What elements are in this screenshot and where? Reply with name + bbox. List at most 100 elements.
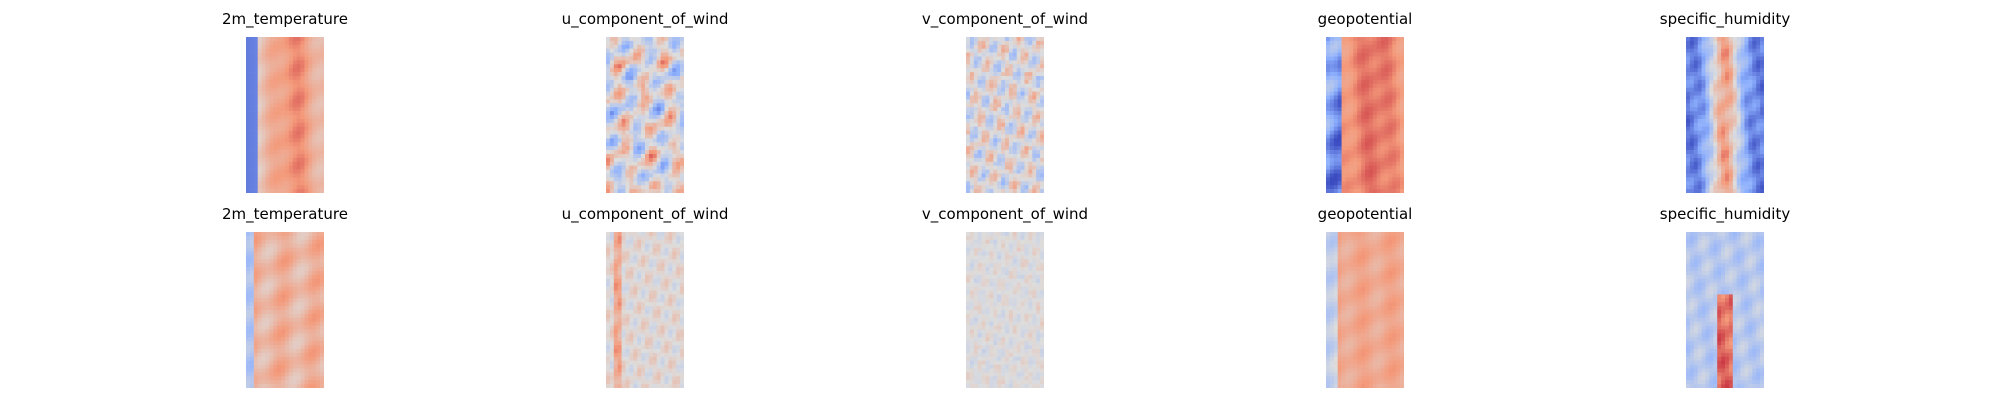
- heatmap-cell: [269, 72, 274, 77]
- heatmap-cell: [637, 107, 642, 112]
- heatmap-cell: [621, 189, 626, 193]
- heatmap-cell: [993, 52, 998, 57]
- heatmap-cell: [1384, 37, 1389, 42]
- heatmap-cell: [1024, 103, 1029, 108]
- heatmap-cell: [316, 111, 321, 116]
- heatmap-cell: [973, 79, 978, 85]
- heatmap-cell: [656, 95, 661, 100]
- heatmap-cell: [656, 130, 661, 135]
- heatmap-cell: [1717, 56, 1722, 61]
- heatmap-cell: [296, 286, 301, 291]
- heatmap-cell: [1349, 185, 1354, 190]
- heatmap-cell: [1725, 99, 1730, 104]
- heatmap-cell: [1693, 185, 1698, 190]
- heatmap-cell: [1380, 126, 1385, 131]
- heatmap-cell: [253, 76, 258, 81]
- heatmap-cell: [320, 356, 324, 361]
- heatmap-cell: [966, 189, 971, 193]
- heatmap-cell: [1333, 40, 1338, 46]
- heatmap-cell: [676, 169, 681, 174]
- heatmap-cell: [249, 56, 255, 61]
- heatmap-cell: [312, 173, 317, 178]
- heatmap-cell: [1686, 72, 1691, 77]
- heatmap-cell: [676, 134, 681, 139]
- heatmap-cell: [672, 60, 677, 65]
- heatmap-cell: [296, 52, 301, 57]
- heatmap-cell: [1752, 118, 1757, 124]
- heatmap-cell: [1709, 185, 1714, 190]
- heatmap-cell: [672, 263, 677, 268]
- heatmap-cell: [1012, 185, 1017, 190]
- heatmap-cell: [606, 107, 611, 112]
- heatmap-cell: [1040, 165, 1044, 170]
- heatmap-cell: [613, 72, 618, 77]
- heatmap-cell: [277, 185, 282, 190]
- heatmap-cell: [676, 126, 681, 131]
- heatmap-cell: [1376, 95, 1381, 100]
- heatmap-cell: [1040, 122, 1044, 127]
- heatmap-cell: [300, 76, 305, 81]
- heatmap-cell: [308, 118, 313, 124]
- heatmap-cell: [1713, 91, 1718, 96]
- heatmap-cell: [1008, 76, 1014, 81]
- heatmap-cell: [1384, 150, 1389, 155]
- heatmap-cell: [606, 134, 611, 139]
- heatmap-cell: [1388, 169, 1393, 174]
- heatmap-cell: [246, 83, 251, 88]
- heatmap-cell: [1709, 169, 1714, 174]
- heatmap-cell: [1020, 52, 1025, 57]
- heatmap-cell: [269, 372, 274, 377]
- heatmap-cell: [249, 130, 255, 135]
- heatmap-cell: [292, 103, 297, 108]
- heatmap-cell: [997, 52, 1002, 57]
- heatmap-cell: [625, 52, 630, 57]
- heatmap-cell: [1717, 146, 1722, 151]
- heatmap-cell: [281, 356, 286, 361]
- heatmap-cell: [249, 352, 255, 358]
- heatmap-cell: [320, 286, 324, 291]
- heatmap-cell: [997, 189, 1002, 193]
- heatmap-cell: [1032, 134, 1037, 139]
- heatmap-cell: [1760, 189, 1764, 193]
- heatmap-cell: [1697, 173, 1702, 178]
- heatmap-cell: [281, 165, 286, 170]
- heatmap-cell: [1012, 91, 1017, 96]
- heatmap-cell: [1028, 48, 1033, 53]
- heatmap-cell: [652, 48, 657, 53]
- heatmap-cell: [1365, 64, 1370, 69]
- heatmap-cell: [1689, 115, 1695, 120]
- heatmap-cell: [1709, 154, 1714, 159]
- heatmap-cell: [265, 372, 270, 377]
- heatmap-cell: [1756, 181, 1761, 186]
- heatmap-cell: [273, 271, 278, 276]
- heatmap-cell: [304, 286, 309, 291]
- heatmap-cell: [265, 185, 270, 190]
- heatmap-cell: [652, 52, 657, 57]
- heatmap-cell: [609, 255, 615, 260]
- heatmap-cell: [1329, 130, 1335, 135]
- heatmap-cell: [1012, 118, 1017, 124]
- heatmap-cell: [320, 76, 324, 81]
- heatmap-cell: [648, 87, 654, 92]
- heatmap-cell: [292, 364, 297, 369]
- heatmap-cell: [253, 150, 258, 155]
- heatmap-cell: [320, 68, 324, 73]
- heatmap-cell: [320, 79, 324, 85]
- heatmap-cell: [1713, 76, 1718, 81]
- heatmap-cell: [672, 72, 677, 77]
- heatmap-cell: [648, 239, 654, 244]
- heatmap-cell: [292, 271, 297, 276]
- heatmap-cell: [993, 68, 998, 73]
- heatmap-cell: [269, 87, 274, 92]
- heatmap-cell: [1725, 181, 1730, 186]
- heatmap-cell: [1326, 138, 1331, 143]
- heatmap-cell: [633, 189, 638, 193]
- heatmap-cell: [281, 349, 286, 354]
- heatmap-cell: [253, 115, 258, 120]
- heatmap-cell: [973, 189, 978, 193]
- heatmap-cell: [1686, 173, 1691, 178]
- heatmap-cell: [1709, 130, 1714, 135]
- heatmap-cell: [617, 44, 622, 49]
- heatmap-cell: [1721, 91, 1726, 96]
- heatmap-cell: [966, 126, 971, 131]
